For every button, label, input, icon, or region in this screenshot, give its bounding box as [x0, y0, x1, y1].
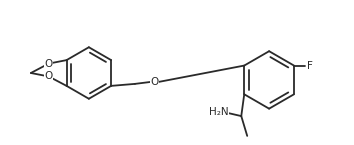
- Text: O: O: [150, 77, 159, 87]
- Text: O: O: [45, 71, 53, 81]
- Text: F: F: [307, 61, 313, 71]
- Text: H₂N: H₂N: [209, 107, 228, 117]
- Text: O: O: [45, 59, 53, 69]
